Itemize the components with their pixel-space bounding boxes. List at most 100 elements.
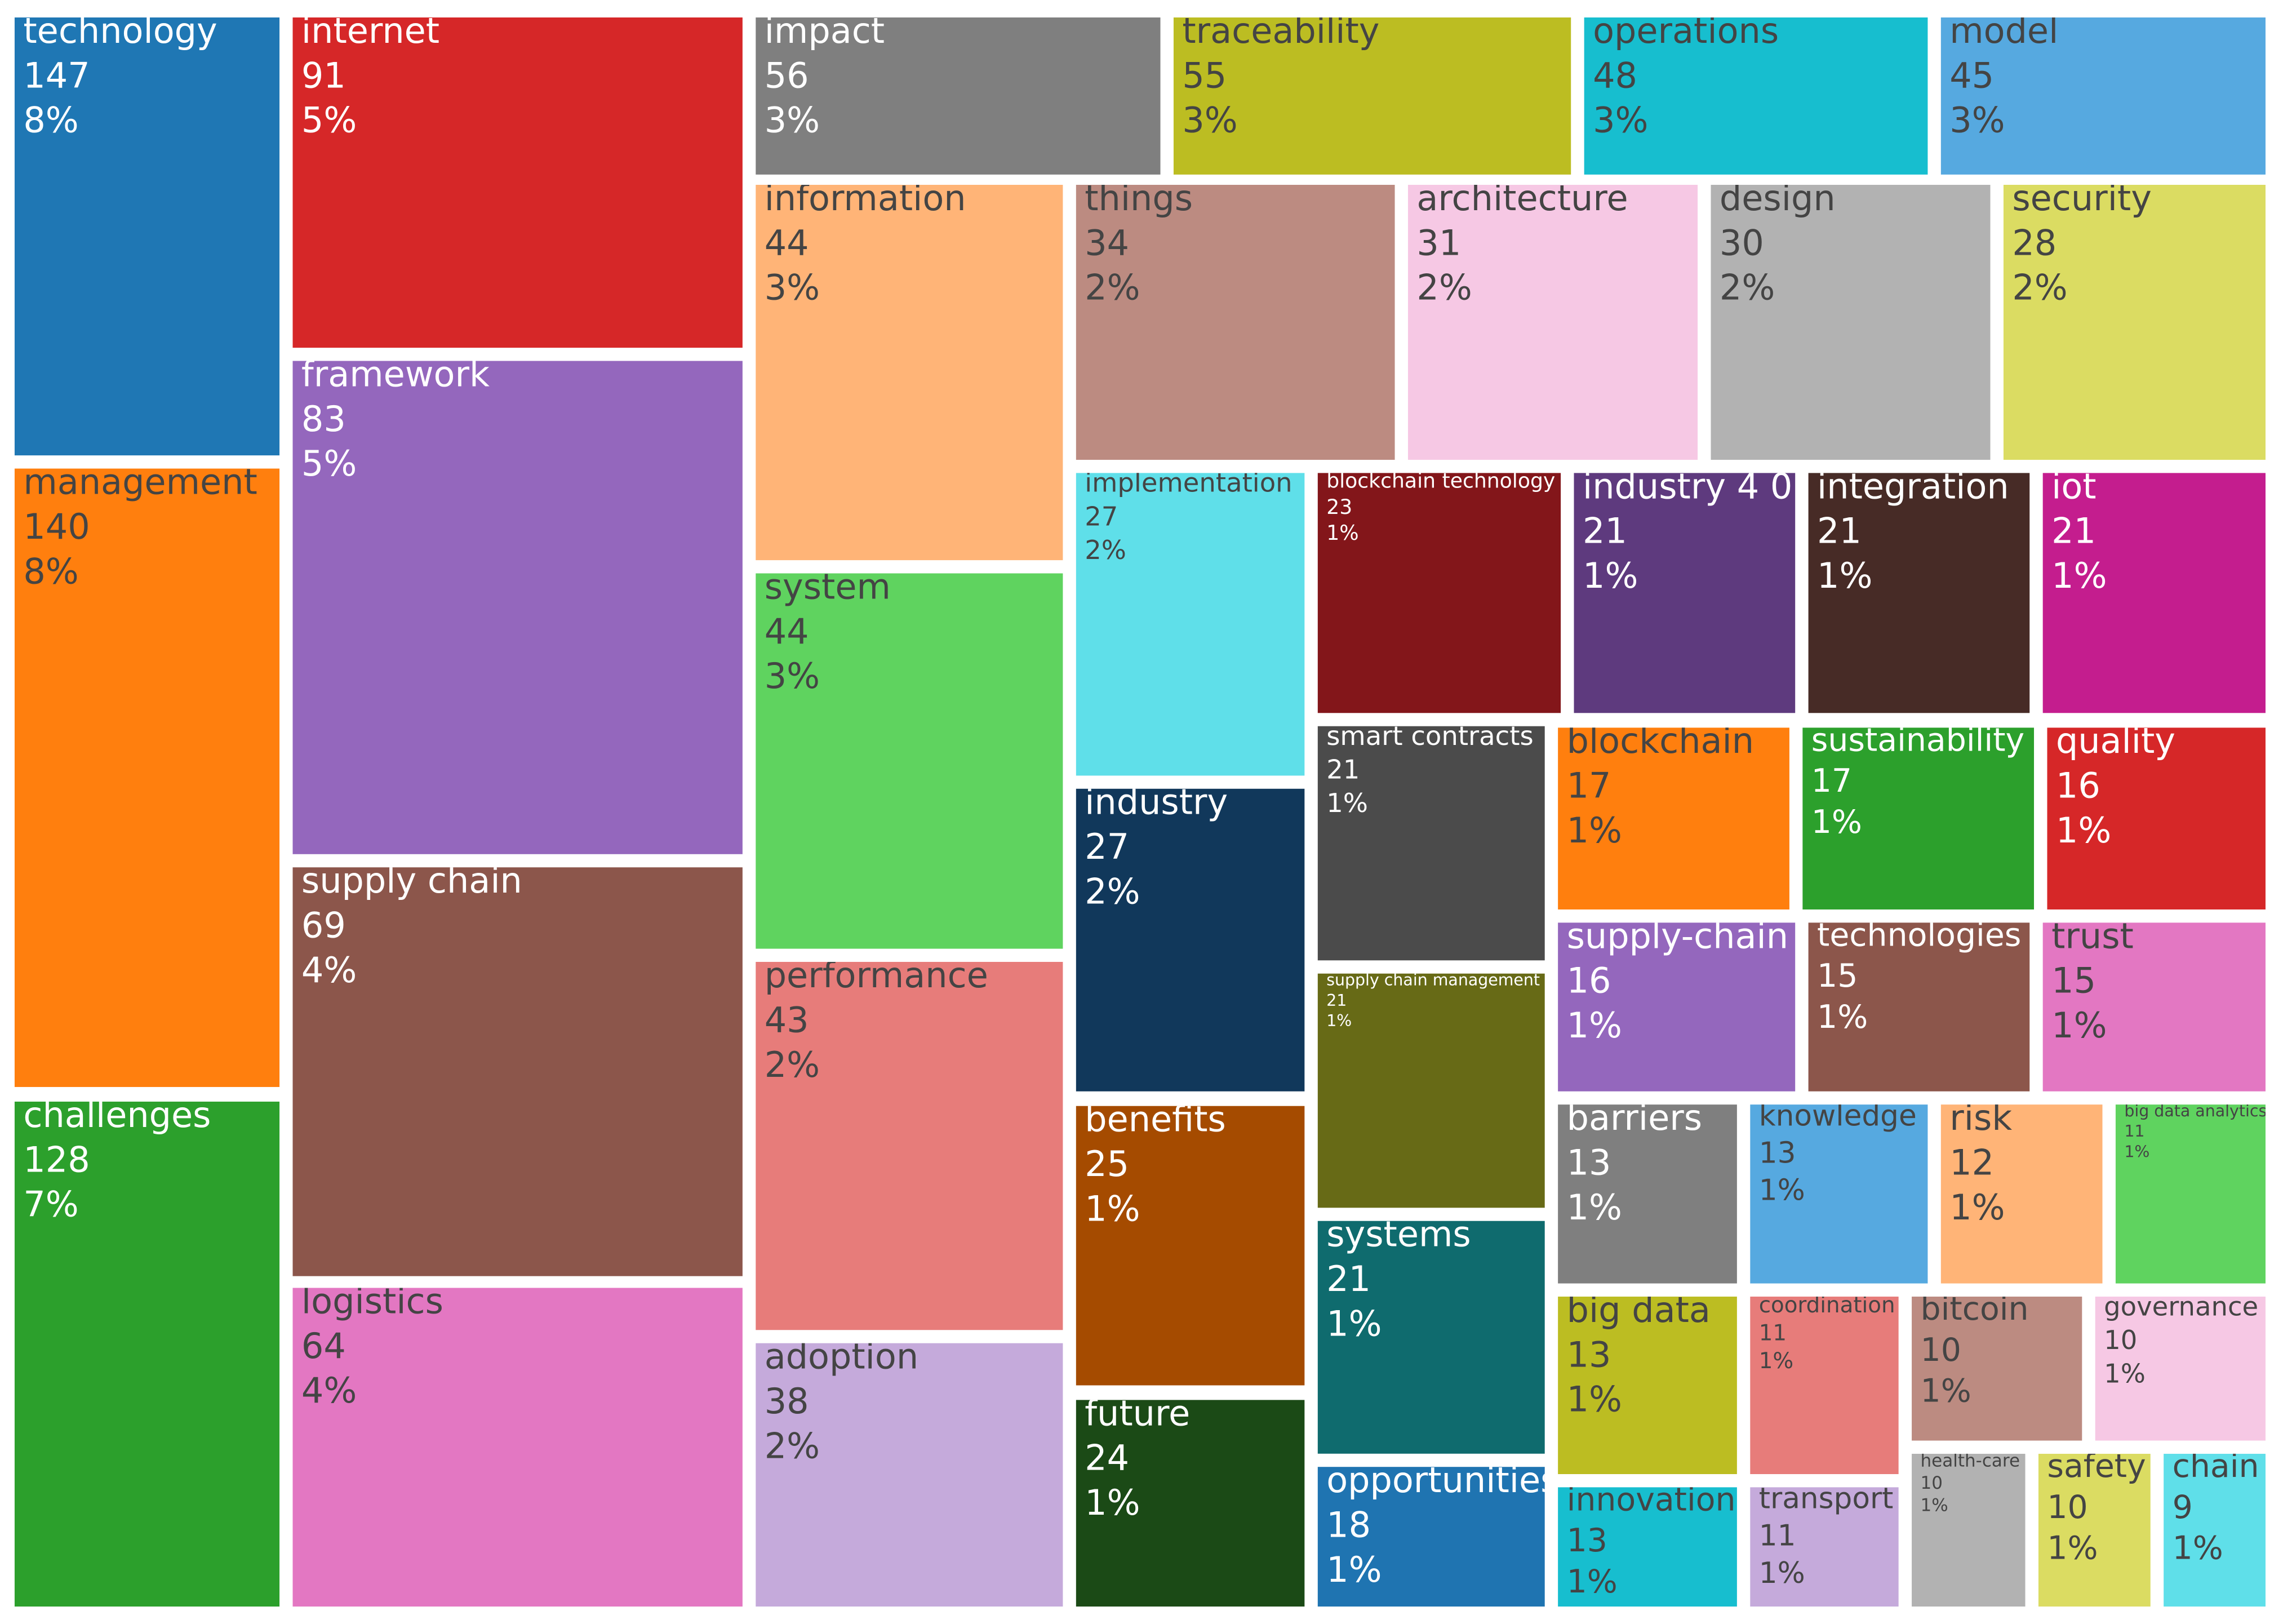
tile-label: governance <box>2104 1291 2258 1321</box>
tile-value: 16 <box>1567 960 1611 1001</box>
tile-label: trust <box>2051 915 2134 956</box>
tile-value: 11 <box>2124 1122 2144 1141</box>
tile-share: 2% <box>1085 267 1140 308</box>
tile: sustainability 17 1% <box>1802 721 2035 910</box>
tile-value: 12 <box>1949 1142 1994 1183</box>
tile-value: 10 <box>2047 1489 2087 1526</box>
tile: technologies 15 1% <box>1808 916 2030 1091</box>
tile-label: industry 4 0 <box>1583 465 1792 507</box>
tile-label: framework <box>301 353 490 394</box>
tile-label: blockchain technology <box>1326 469 1555 493</box>
tile-value: 9 <box>2173 1489 2193 1526</box>
tile-label: architecture <box>1416 178 1628 219</box>
tile-share: 1% <box>1567 810 1622 851</box>
tile-label: security <box>2012 178 2152 219</box>
tile-share: 1% <box>1759 1348 1793 1374</box>
tile-rect <box>1076 473 1305 776</box>
tile-rect <box>1317 1221 1545 1454</box>
tile-rect <box>2164 1453 2266 1607</box>
tile-share: 1% <box>1326 1011 1352 1030</box>
tile-label: sustainability <box>1811 721 2024 758</box>
tile-label: traceability <box>1182 10 1379 51</box>
tile-label: design <box>1720 178 1836 219</box>
tile-value: 25 <box>1085 1143 1129 1184</box>
tile-value: 21 <box>1326 755 1360 785</box>
tile-share: 1% <box>2051 1005 2107 1046</box>
tile-label: smart contracts <box>1326 721 1534 751</box>
tile-share: 3% <box>1593 100 1648 141</box>
tile-value: 23 <box>1326 495 1352 519</box>
tile-share: 1% <box>2051 555 2107 596</box>
tile-label: risk <box>1949 1097 2012 1138</box>
tile-rect <box>14 17 280 456</box>
tile-rect <box>2042 473 2266 713</box>
tile-share: 1% <box>1567 1005 1622 1046</box>
tile-label: model <box>1949 10 2058 51</box>
tile-rect <box>1750 1104 1928 1284</box>
tile-value: 16 <box>2056 765 2100 806</box>
tile-share: 1% <box>2047 1530 2098 1567</box>
tile-value: 43 <box>765 999 809 1040</box>
tile-share: 5% <box>301 443 357 484</box>
tile-rect <box>1407 184 1698 460</box>
tile-rect <box>756 17 1161 175</box>
tile-value: 13 <box>1567 1142 1611 1183</box>
tile-share: 4% <box>301 949 357 991</box>
tile-value: 28 <box>2012 222 2057 263</box>
tile-value: 15 <box>1817 957 1858 995</box>
tile-label: big data <box>1567 1289 1711 1330</box>
tile-share: 1% <box>1085 1482 1140 1523</box>
tile-label: impact <box>765 10 885 51</box>
tile-rect <box>2047 727 2266 910</box>
tile-value: 34 <box>1085 222 1129 263</box>
tile: safety 10 1% <box>2038 1448 2151 1607</box>
tile-rect <box>292 361 743 854</box>
tile-label: integration <box>1817 465 2009 507</box>
tile-label: innovation <box>1567 1481 1736 1518</box>
tile-rect <box>1574 473 1796 713</box>
tile-rect <box>2038 1453 2151 1607</box>
tile-share: 8% <box>23 551 78 592</box>
tile-rect <box>1711 184 1991 460</box>
tile-share: 3% <box>1949 100 2005 141</box>
tile-share: 1% <box>1759 1174 1805 1208</box>
tile-rect <box>1076 1400 1305 1607</box>
tile-label: iot <box>2051 465 2097 507</box>
tile-rect <box>756 1343 1063 1607</box>
tile-rect <box>1912 1453 2026 1607</box>
tile-rect <box>1558 1104 1737 1284</box>
tile-value: 44 <box>765 611 809 652</box>
tile-rect <box>1940 1104 2103 1284</box>
tile-rect <box>756 573 1063 949</box>
tile-share: 4% <box>301 1370 357 1411</box>
tile-value: 64 <box>301 1325 346 1366</box>
tile-label: systems <box>1326 1214 1471 1255</box>
tile-share: 1% <box>1921 1496 1948 1516</box>
tile-value: 27 <box>1085 501 1118 531</box>
tile-label: safety <box>2047 1448 2146 1485</box>
tile-label: technologies <box>1817 916 2021 953</box>
tile-rect <box>1076 184 1395 460</box>
tile-label: chain <box>2173 1448 2259 1485</box>
tile-label: information <box>765 178 966 219</box>
tile-share: 1% <box>1949 1187 2005 1228</box>
tile-share: 1% <box>1326 1549 1382 1590</box>
tile-label: benefits <box>1085 1099 1226 1140</box>
tile-label: challenges <box>23 1094 211 1135</box>
tile-label: performance <box>765 955 988 996</box>
